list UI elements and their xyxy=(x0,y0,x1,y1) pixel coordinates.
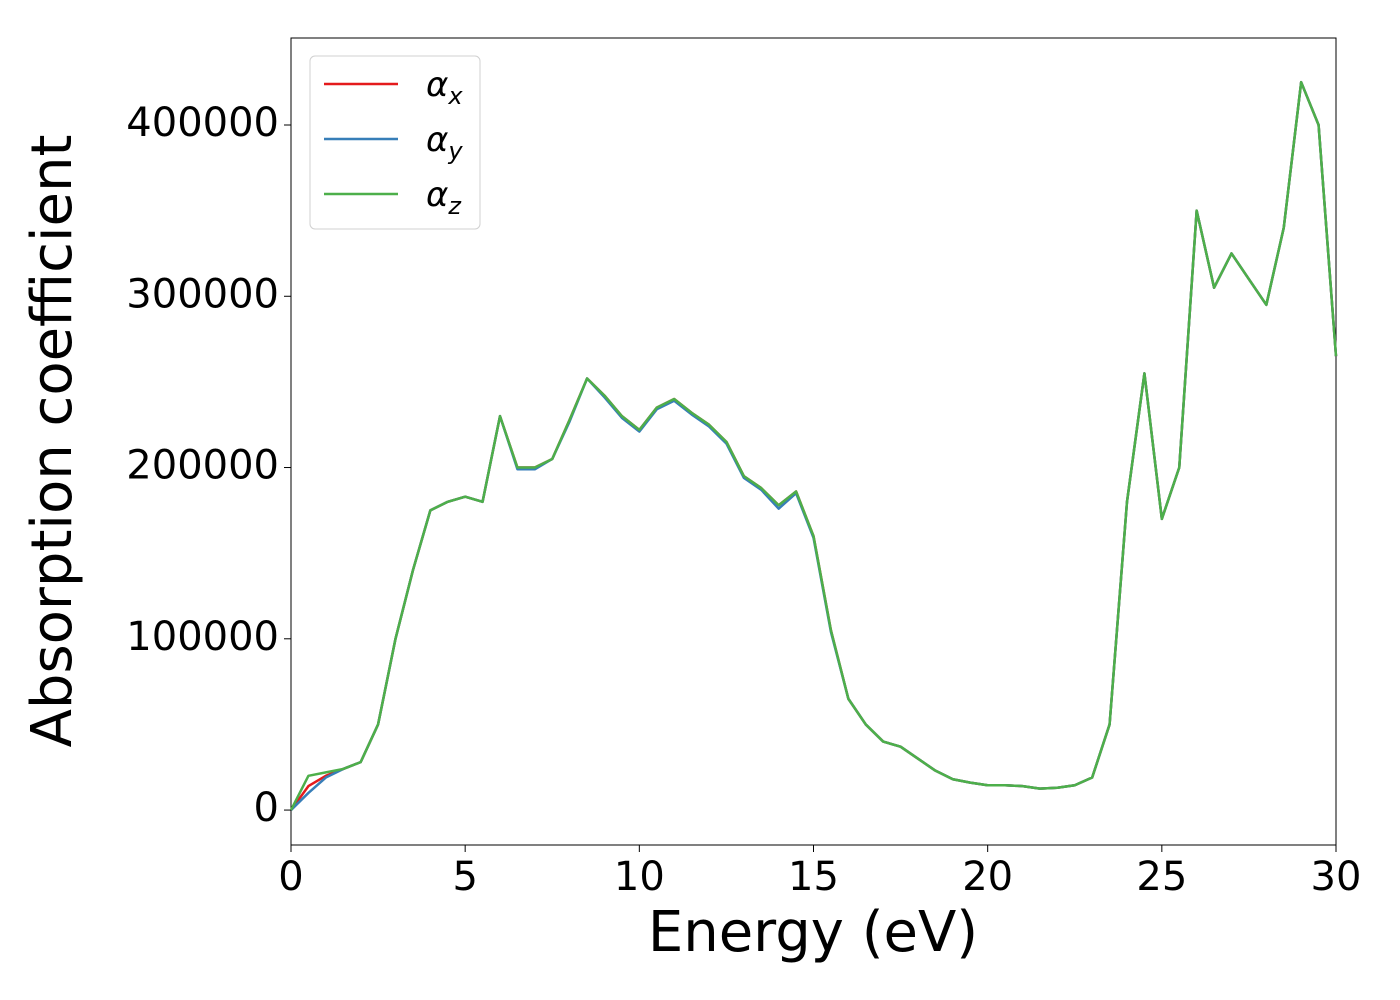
y-tick-label: 300000 xyxy=(126,271,279,317)
legend-label: αy xyxy=(426,120,463,165)
x-tick-label: 15 xyxy=(788,854,839,900)
x-tick-label: 20 xyxy=(962,854,1013,900)
y-tick-label: 400000 xyxy=(126,100,279,146)
x-tick-label: 0 xyxy=(278,854,303,900)
x-tick-label: 10 xyxy=(614,854,665,900)
legend-label: αx xyxy=(426,65,463,110)
x-tick-label: 30 xyxy=(1311,854,1362,900)
x-tick-label: 25 xyxy=(1136,854,1187,900)
legend-label: αz xyxy=(426,175,462,220)
y-tick-label: 100000 xyxy=(126,614,279,660)
y-axis-label: Absorption coefficient xyxy=(20,135,85,748)
x-tick-label: 5 xyxy=(452,854,477,900)
legend-box xyxy=(309,55,481,230)
data-line xyxy=(289,80,1338,811)
y-tick-label: 0 xyxy=(254,785,279,831)
x-axis-label: Energy (eV) xyxy=(648,900,978,965)
y-tick-label: 200000 xyxy=(126,443,279,489)
